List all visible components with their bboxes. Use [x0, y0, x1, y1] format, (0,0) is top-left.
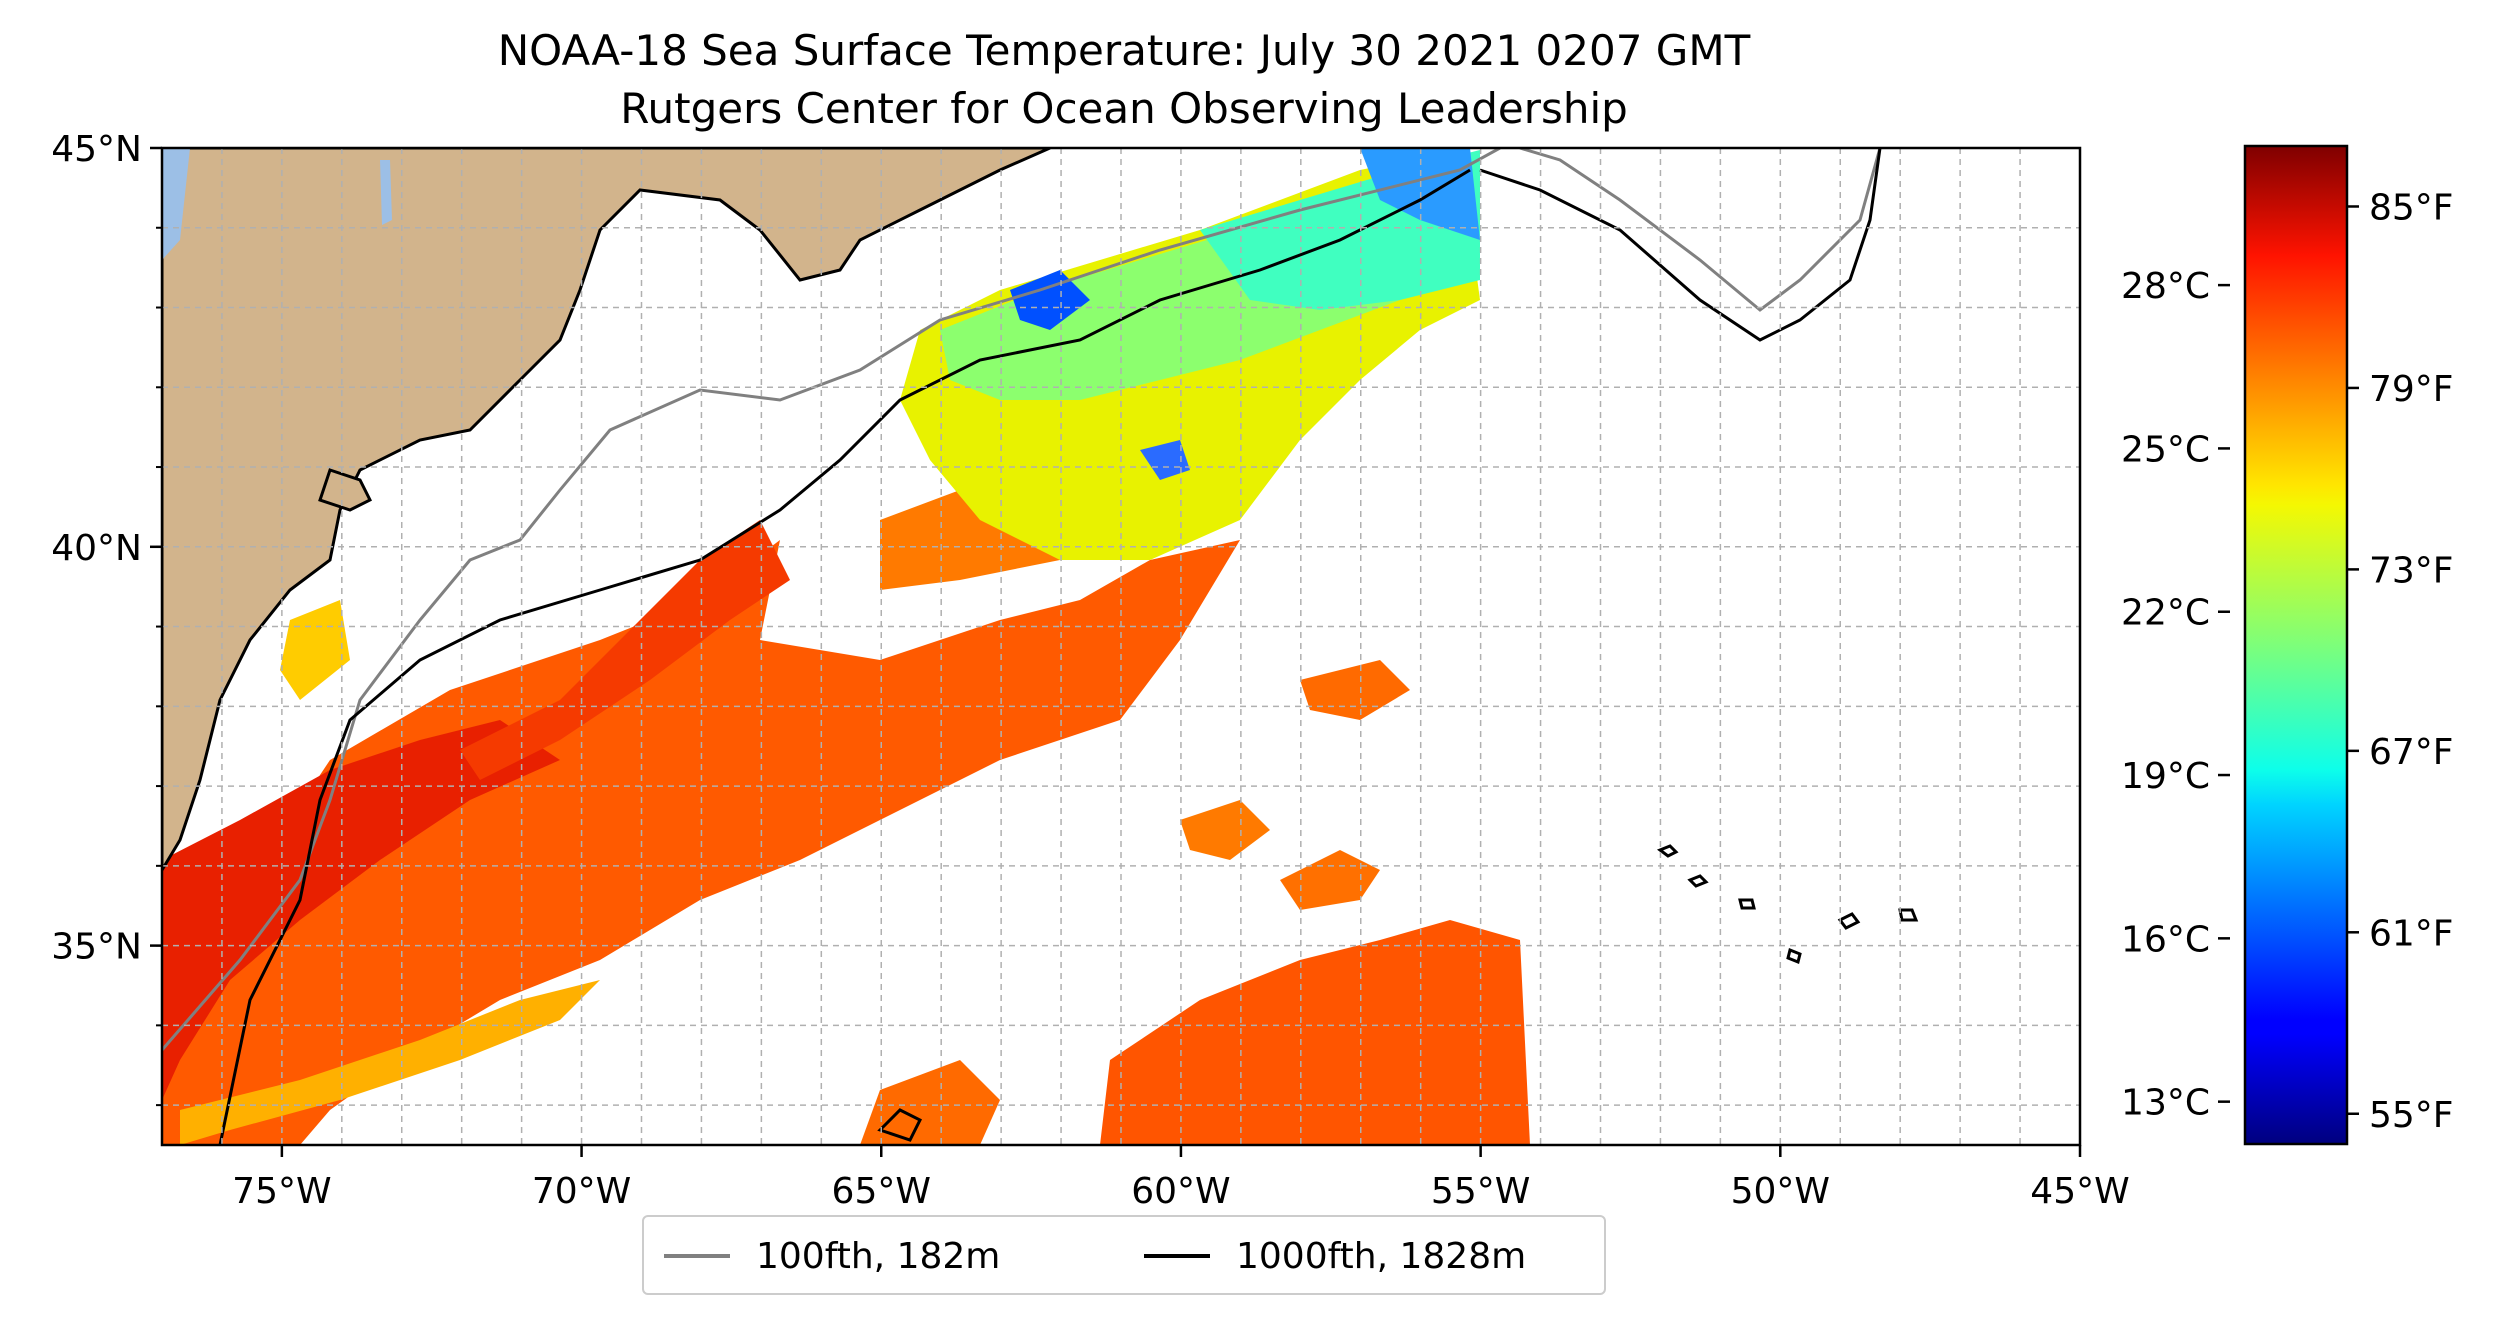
colorbar-c-label: 13°C: [2121, 1083, 2210, 1124]
colorbar-ticks: 85°F 79°F 73°F 67°F 61°F 55°F 28°C 25°C 22°C 19°C…: [2121, 187, 2453, 1135]
land: [162, 148, 1051, 873]
colorbar-c-label: 16°C: [2121, 919, 2210, 960]
x-tick-label: 60°W: [1131, 1171, 1230, 1212]
y-tick-label: 35°N: [51, 927, 142, 968]
contour-100fth: [162, 148, 1882, 1051]
colorbar: 85°F 79°F 73°F 67°F 61°F 55°F 28°C 25°C 22°C 19°C…: [2121, 144, 2454, 1146]
colorbar-c-label: 28°C: [2121, 266, 2210, 307]
x-tick-label: 55°W: [1431, 1171, 1530, 1212]
gridlines: [162, 148, 2080, 1145]
map-content: [162, 148, 2080, 1145]
x-tick-label: 45°W: [2030, 1171, 2129, 1212]
x-tick-label: 50°W: [1731, 1171, 1830, 1212]
colorbar-f-label: 61°F: [2369, 913, 2454, 954]
legend-swatch-black: [1144, 1254, 1210, 1258]
colorbar-f-label: 79°F: [2369, 369, 2454, 410]
x-tick-label: 75°W: [232, 1171, 331, 1212]
colorbar-c-label: 22°C: [2121, 593, 2210, 634]
colorbar-f-label: 73°F: [2369, 550, 2454, 591]
y-tick-label: 45°N: [51, 129, 142, 170]
x-tick-label: 65°W: [832, 1171, 931, 1212]
colorbar-f-label: 85°F: [2369, 187, 2454, 228]
map-axis-ticks: 75°W 70°W 65°W 60°W 55°W 50°W 45°W 45°N 40°N 35°N: [51, 129, 2129, 1212]
contour-1000fth: [218, 148, 1882, 1145]
legend-label-100fth: 100fth, 182m: [756, 1235, 1001, 1277]
legend-swatch-gray: [664, 1254, 730, 1258]
colorbar-gradient: [2243, 144, 2349, 1146]
colorbar-c-label: 19°C: [2121, 756, 2210, 797]
colorbar-c-label: 25°C: [2121, 429, 2210, 470]
map-frame: [160, 146, 2082, 1147]
x-tick-label: 70°W: [532, 1171, 631, 1212]
y-tick-label: 40°N: [51, 528, 142, 569]
legend-label-1000fth: 1000fth, 1828m: [1236, 1235, 1527, 1277]
colorbar-f-label: 55°F: [2369, 1095, 2454, 1136]
colorbar-f-label: 67°F: [2369, 732, 2454, 773]
sst-cool-swath: [900, 148, 1480, 560]
figure-title: NOAA-18 Sea Surface Temperature: July 30…: [497, 26, 1751, 75]
legend: 100fth, 182m 1000fth, 1828m: [642, 1215, 1606, 1295]
legend-item-100fth: 100fth, 182m: [664, 1231, 1000, 1281]
figure-subtitle: Rutgers Center for Ocean Observing Leade…: [620, 84, 1628, 133]
legend-item-1000fth: 1000fth, 1828m: [1144, 1231, 1526, 1281]
